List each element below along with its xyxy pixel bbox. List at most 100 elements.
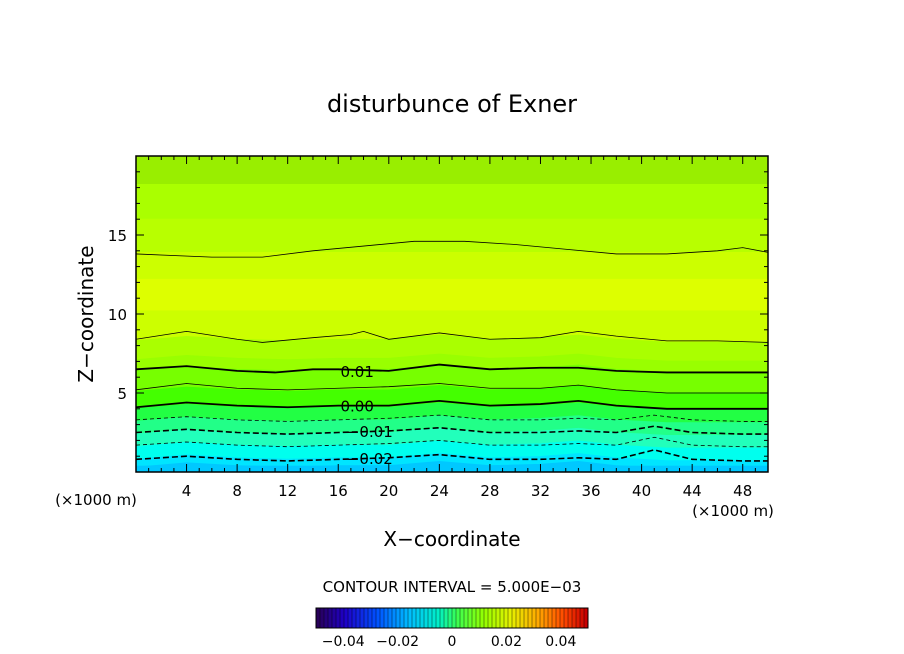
colorbar-cell: [336, 608, 340, 628]
colorbar-cell: [480, 608, 484, 628]
contour-fill-band: [136, 251, 768, 280]
contour-line: [136, 399, 768, 410]
contour-label: 0.01: [340, 363, 373, 381]
colorbar-cell: [416, 608, 420, 628]
colorbar-cell: [564, 608, 568, 628]
contour-label: −0.01: [347, 423, 393, 441]
x-tick-label: 20: [379, 482, 398, 500]
colorbar-cell: [572, 608, 576, 628]
colorbar-cell: [424, 608, 428, 628]
colorbar-cell: [400, 608, 404, 628]
colorbar-cell: [516, 608, 520, 628]
colorbar-cell: [520, 608, 524, 628]
x-tick-label: 24: [430, 482, 449, 500]
contour-line: [136, 425, 768, 435]
colorbar-cell: [444, 608, 448, 628]
colorbar-cell: [496, 608, 500, 628]
colorbar-cell: [536, 608, 540, 628]
contour-line: [136, 383, 768, 394]
contour-line-group: [136, 240, 768, 462]
colorbar-cell: [512, 608, 516, 628]
colorbar-tick-label: 0: [448, 634, 457, 650]
colorbar-cell: [388, 608, 392, 628]
x-tick-label: 28: [480, 482, 499, 500]
colorbar-cell: [468, 608, 472, 628]
colorbar-cell: [360, 608, 364, 628]
x-axis-label: X−coordinate: [383, 527, 520, 551]
x-tick-label: 8: [232, 482, 242, 500]
colorbar-cell: [412, 608, 416, 628]
colorbar-cell: [484, 608, 488, 628]
colorbar-cell: [576, 608, 580, 628]
colorbar-cell: [352, 608, 356, 628]
colorbar-cell: [532, 608, 536, 628]
y-tick-label: 15: [108, 227, 127, 245]
colorbar-cell: [560, 608, 564, 628]
colorbar-tick-labels: −0.04 −0.02 0 0.02 0.04: [322, 634, 577, 650]
y-tick-label: 10: [108, 306, 127, 324]
colorbar-cell: [544, 608, 548, 628]
colorbar-cell: [448, 608, 452, 628]
colorbar-cell: [376, 608, 380, 628]
contour-line: [136, 449, 768, 462]
colorbar-cell: [428, 608, 432, 628]
colorbar-cell: [508, 608, 512, 628]
colorbar-cell: [580, 608, 584, 628]
colorbar-cell: [364, 608, 368, 628]
x-tick-label: 12: [278, 482, 297, 500]
colorbar-cell: [328, 608, 332, 628]
y-unit-label: (×1000 m): [55, 491, 137, 509]
contour-fill-band: [136, 218, 768, 253]
y-axis-label: Z−coordinate: [74, 245, 98, 382]
colorbar-cell: [500, 608, 504, 628]
colorbar-cell: [384, 608, 388, 628]
colorbar-cell: [372, 608, 376, 628]
colorbar-cell: [340, 608, 344, 628]
colorbar-cell: [432, 608, 436, 628]
y-tick-label: 5: [117, 385, 127, 403]
colorbar-cell: [476, 608, 480, 628]
contour-line: [136, 330, 768, 343]
x-tick-label: 32: [531, 482, 550, 500]
contour-interval-text: CONTOUR INTERVAL = 5.000E−03: [323, 578, 582, 596]
contour-fill-band: [136, 184, 768, 220]
colorbar-tick-label: 0.04: [545, 634, 576, 650]
colorbar-cell: [332, 608, 336, 628]
colorbar: [315, 608, 588, 628]
x-tick-label: 16: [329, 482, 348, 500]
axis-ticks: [136, 156, 768, 472]
colorbar-cell: [472, 608, 476, 628]
colorbar-cell: [380, 608, 384, 628]
contour-label-group: 0.01 0.00 −0.01 −0.02: [340, 363, 392, 468]
colorbar-tick-label: 0.02: [491, 634, 522, 650]
colorbar-cell: [408, 608, 412, 628]
colorbar-cell: [436, 608, 440, 628]
colorbar-cell: [396, 608, 400, 628]
colorbar-cell: [464, 608, 468, 628]
chart-title: disturbunce of Exner: [327, 90, 577, 118]
colorbar-cell: [320, 608, 324, 628]
contour-line: [136, 240, 768, 258]
colorbar-cell: [348, 608, 352, 628]
colorbar-cell: [584, 608, 588, 628]
colorbar-cell: [556, 608, 560, 628]
colorbar-cell: [504, 608, 508, 628]
colorbar-cell: [456, 608, 460, 628]
colorbar-frame: [315, 607, 589, 629]
x-tick-label: 4: [182, 482, 192, 500]
colorbar-cell: [492, 608, 496, 628]
x-tick-label: 48: [733, 482, 752, 500]
x-tick-label: 40: [632, 482, 651, 500]
colorbar-cell: [420, 608, 424, 628]
colorbar-tick-label: −0.02: [376, 634, 419, 650]
x-unit-label: (×1000 m): [692, 502, 774, 520]
colorbar-cell: [356, 608, 360, 628]
y-tick-labels: 5 10 15: [108, 227, 127, 403]
colorbar-cell: [392, 608, 396, 628]
colorbar-cell: [316, 608, 320, 628]
colorbar-cell: [368, 608, 372, 628]
x-tick-label: 44: [683, 482, 702, 500]
colorbar-cell: [460, 608, 464, 628]
colorbar-cell: [452, 608, 456, 628]
